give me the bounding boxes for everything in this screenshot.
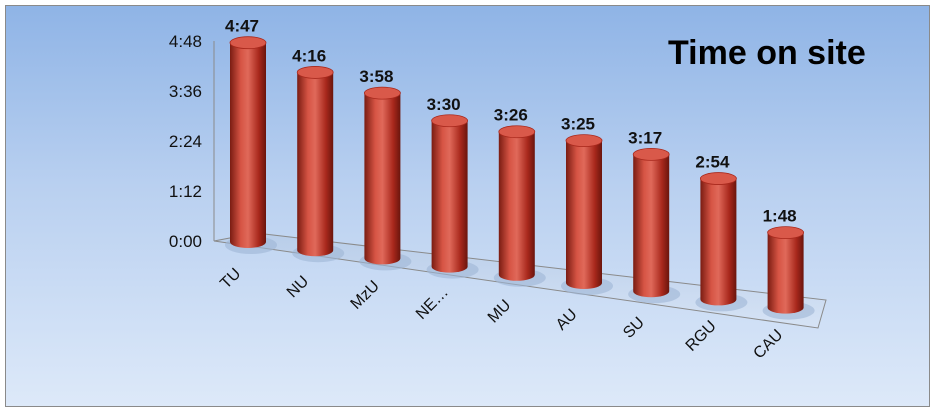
category-label: TU [217,265,244,292]
category-label: RGU [683,318,720,355]
bar [292,66,344,262]
bar [494,126,546,287]
y-tick-label: 2:24 [169,132,202,151]
bar [427,115,479,279]
data-label: 1:48 [763,207,797,226]
category-label: MzU [348,278,383,313]
y-tick-label: 1:12 [169,182,202,201]
y-tick-label: 0:00 [169,232,202,251]
chart-area: 0:00 1:12 2:24 3:36 4:48 4:47 TU 4:16 NU 3:58 MzU… [5,5,930,407]
data-label: 3:25 [561,115,595,134]
category-label: NU [284,273,312,301]
data-label: 2:54 [695,153,730,172]
chart-title: Time on site [668,34,866,72]
data-label: 3:26 [494,106,528,125]
data-label: 3:58 [359,67,393,86]
bar [225,37,277,254]
bar-chart: 0:00 1:12 2:24 3:36 4:48 4:47 TU 4:16 NU 3:58 MzU… [6,6,930,407]
category-label: MU [485,297,515,327]
category-label: NE… [413,284,452,323]
category-label: SU [620,314,648,342]
data-label: 3:17 [628,128,662,147]
bar [763,227,815,320]
bar [359,87,411,270]
bar [628,148,680,303]
bar [561,135,613,295]
data-label: 4:16 [292,46,326,65]
y-tick-label: 4:48 [169,32,202,51]
category-label: CAU [750,326,786,362]
category-label: AU [553,306,581,334]
y-tick-label: 3:36 [169,82,202,101]
data-label: 4:47 [225,17,259,36]
data-label: 3:30 [427,95,461,114]
